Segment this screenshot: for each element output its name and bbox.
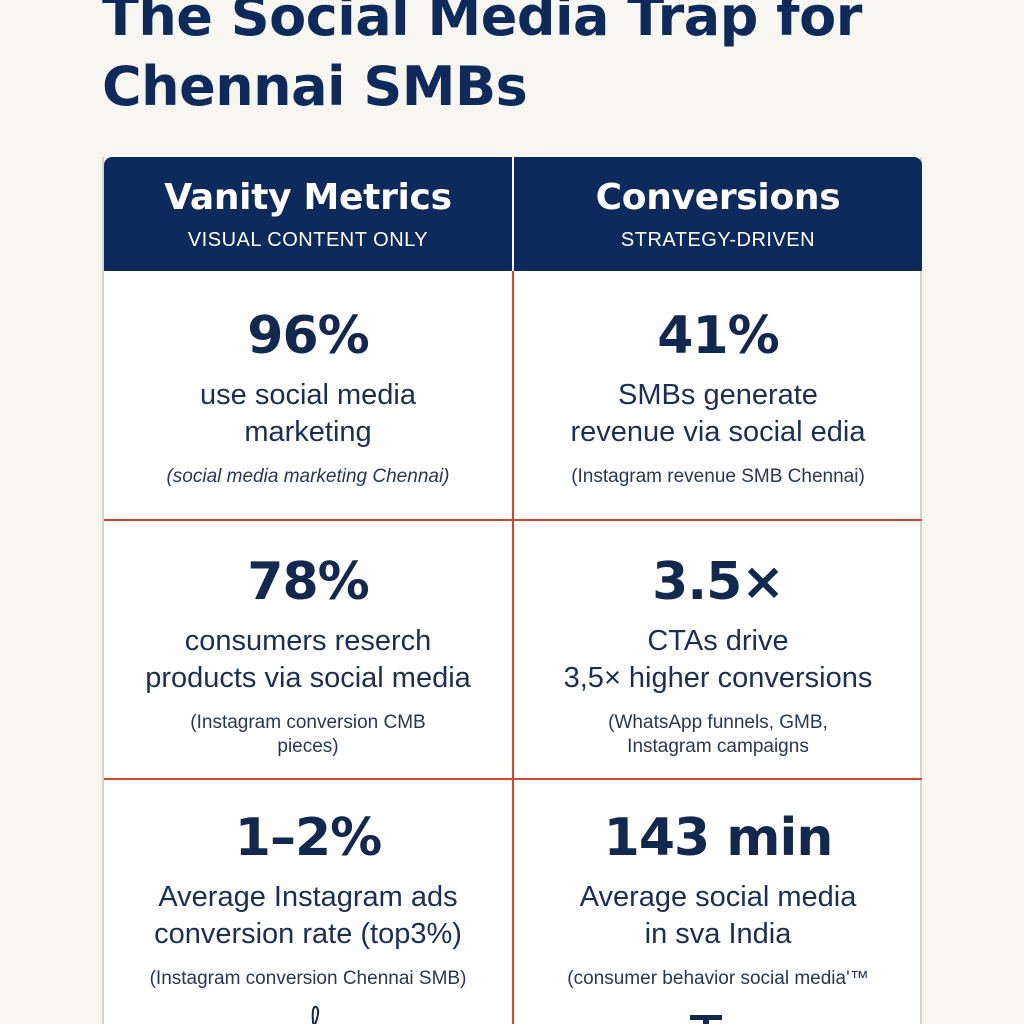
stat-value: 3.5×: [652, 552, 785, 612]
column-header-conversions: Conversions STRATEGY-DRIVEN: [514, 157, 922, 271]
stat-source: (Instagram conversion Chennai SMB): [149, 968, 467, 989]
column-divider: [512, 271, 514, 1024]
partial-icon: [311, 1005, 320, 1024]
stat-description: consumers reserch products via social me…: [145, 625, 471, 694]
stat-description: CTAs drive 3,5× higher conversions: [563, 625, 873, 694]
stat-cell: 1–2% Average Instagram ads conversion ra…: [104, 807, 512, 991]
stat-cell: 3.5× CTAs drive 3,5× higher conversions …: [514, 551, 922, 759]
column-subtitle: VISUAL CONTENT ONLY: [187, 229, 429, 251]
stat-value: 78%: [247, 552, 369, 612]
stat-description: SMBs generate revenue via social edia: [570, 379, 866, 448]
stat-value: 143 min: [603, 808, 834, 868]
stat-description: use social media marketing: [200, 379, 416, 448]
stat-source: (WhatsApp funnels, GMB, Instagram campai…: [608, 712, 828, 757]
stat-value: 1–2%: [234, 808, 382, 868]
comparison-table: Vanity Metrics VISUAL CONTENT ONLY Conve…: [102, 157, 922, 1024]
stat-source: (social media marketing Chennai): [166, 466, 450, 487]
stat-source: (Instagram conversion CMB pieces): [190, 712, 426, 757]
stat-cell: 78% consumers reserch products via socia…: [104, 551, 512, 759]
stat-cell: 41% SMBs generate revenue via social edi…: [514, 305, 922, 489]
column-subtitle: STRATEGY-DRIVEN: [620, 229, 816, 251]
stat-cell: 96% use social media marketing (social m…: [104, 305, 512, 489]
column-header-vanity: Vanity Metrics VISUAL CONTENT ONLY: [104, 157, 512, 271]
stat-source: (consumer behavior social media'™: [567, 968, 869, 989]
column-title: Conversions: [595, 177, 841, 218]
row-divider: [104, 519, 922, 521]
stat-value: 96%: [247, 306, 369, 366]
partial-icon: [690, 1015, 722, 1024]
stat-value: 41%: [657, 306, 779, 366]
stat-description: Average social media in sva India: [579, 881, 857, 950]
page-title: The Social Media Trap for Chennai SMBs: [102, 0, 862, 118]
column-title: Vanity Metrics: [164, 177, 452, 218]
stat-cell: 143 min Average social media in sva Indi…: [514, 807, 922, 991]
stat-source: (Instagram revenue SMB Chennai): [571, 466, 865, 487]
stat-description: Average Instagram ads conversion rate (t…: [154, 881, 462, 950]
row-divider: [104, 778, 922, 780]
